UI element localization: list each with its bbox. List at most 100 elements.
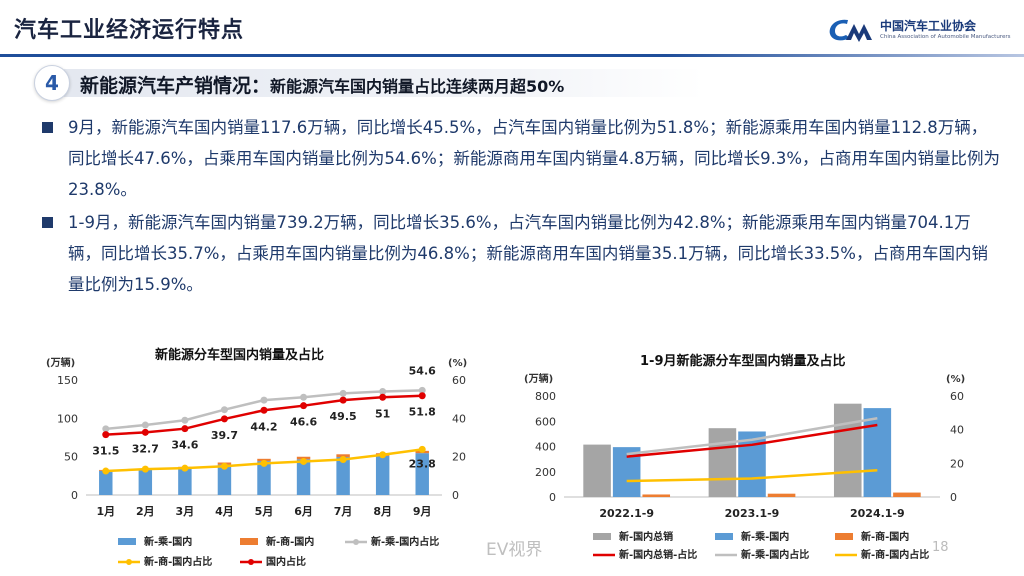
chart2-series-line [626, 423, 878, 458]
chart2-bar [767, 493, 796, 497]
chart1-bar [257, 461, 271, 495]
chart1-bar [336, 454, 350, 458]
chart2-bar [893, 492, 921, 497]
chart1-bar [99, 470, 113, 495]
chart1-x-tick-label: 8月 [373, 505, 392, 518]
chart1-line-point [379, 451, 387, 459]
chart1-line-point [102, 431, 110, 439]
chart2-title: 1-9月新能源分车型国内销量及占比 [640, 354, 846, 369]
chart2-series-line [626, 468, 878, 483]
chart1-legend-swatch [353, 539, 359, 545]
chart1-legend-swatch [118, 538, 136, 545]
chart1-line-point [260, 396, 268, 404]
chart1-y-tick-label: 100 [57, 412, 78, 425]
chart1-legend-label: 新-商-国内 [266, 535, 314, 548]
chart1-x-tick-label: 5月 [255, 505, 274, 518]
chart1-legend-label: 新-商-国内占比 [144, 555, 212, 568]
chart1-line-point [220, 415, 228, 423]
slide-header: 汽车工业经济运行特点 中国汽车工业协会 China Association of… [0, 0, 1024, 58]
chart1-data-label: 31.5 [92, 445, 119, 458]
chart1-line-point [181, 425, 189, 433]
chart2-y2-axis-unit: (%) [946, 374, 965, 385]
chart1-line-point [220, 406, 228, 414]
chart2-legend-label: 新-商-国内 [861, 530, 909, 543]
chart1-bar [296, 459, 311, 495]
chart2-y-tick-label: 800 [535, 390, 556, 403]
chart2-legend-label: 新-国内总销-占比 [619, 548, 697, 561]
chart2-legend-swatch [593, 533, 611, 540]
chart1-title: 新能源分车型国内销量及占比 [155, 348, 325, 363]
page-number: 18 [932, 540, 949, 555]
chart2-series-line [626, 416, 878, 456]
chart1-legend-label: 国内占比 [266, 555, 306, 568]
section-title: 新能源汽车产销情况：新能源汽车国内销量占比连续两月超50% [80, 71, 564, 98]
chart2-legend-label: 新-国内总销 [619, 530, 673, 543]
chart2-bar [642, 494, 671, 497]
chart1-line-point [300, 402, 308, 410]
chart1-line-point [181, 464, 189, 472]
chart1-x-tick-label: 7月 [334, 505, 353, 518]
chart1-line-point [181, 416, 189, 424]
chart2-y-axis-unit: (万辆) [524, 372, 553, 385]
chart2-bar [833, 403, 862, 497]
chart1-data-label: 34.6 [171, 439, 198, 452]
chart1-line-point [220, 462, 228, 470]
chart1-bar [375, 455, 390, 495]
slide-title: 汽车工业经济运行特点 [14, 18, 245, 43]
chart1-line-point [379, 388, 387, 395]
chart1-line-point [339, 396, 347, 404]
chart2-legend-label: 新-商-国内占比 [861, 548, 929, 561]
bullet-text: 1-9月，新能源汽车国内销量739.2万辆，同比增长35.6%，占汽车国内销量比… [68, 213, 988, 294]
chart1-line-point [300, 393, 308, 401]
chart1-data-label: 46.6 [290, 416, 317, 429]
bullet-square-icon [42, 217, 53, 228]
chart1-line-point [300, 457, 308, 465]
chart1-x-tick-label: 3月 [176, 505, 195, 518]
chart2-bar [863, 408, 892, 497]
caam-logo: 中国汽车工业协会 China Association of Automobile… [826, 14, 1010, 48]
chart1-x-tick-label: 9月 [413, 505, 432, 518]
chart1-legend-label: 新-乘-国内 [144, 535, 192, 548]
chart2-y-tick-label: 0 [549, 491, 556, 504]
chart2-legend-label: 新-乘-国内 [741, 530, 789, 543]
header-divider [0, 54, 1024, 57]
chart1-line-point [260, 459, 268, 467]
chart1-line-point [102, 425, 110, 433]
chart1-data-label: 23.8 [409, 457, 436, 470]
chart1-legend-swatch [126, 559, 132, 565]
chart1-x-tick-label: 6月 [294, 505, 313, 518]
chart2-y-tick-label: 200 [535, 466, 556, 479]
chart1-line-point [339, 389, 347, 397]
chart1-data-label: 32.7 [132, 442, 159, 455]
chart2-y2-tick-label: 60 [950, 390, 964, 403]
bullet-text: 9月，新能源汽车国内销量117.6万辆，同比增长45.5%，占汽车国内销量比例为… [68, 118, 1000, 199]
chart1-line-point [141, 465, 149, 473]
chart1-y2-axis-unit: (%) [448, 358, 467, 369]
chart2-y2-tick-label: 0 [950, 491, 957, 504]
chart1-line-point [418, 386, 426, 394]
chart1-y2-tick-label: 20 [452, 451, 466, 464]
caam-logo-icon [829, 19, 872, 42]
chart1-legend-label: 新-乘-国内占比 [371, 535, 439, 548]
chart2-bar [708, 428, 737, 497]
chart1-y-tick-label: 150 [57, 374, 78, 387]
section-title-main: 新能源汽车产销情况： [80, 75, 271, 97]
chart2-x-tick-label: 2024.1-9 [850, 507, 905, 520]
chart1-line-point [339, 456, 347, 464]
chart1-y2-tick-label: 40 [452, 412, 466, 425]
chart1-bar [415, 453, 429, 495]
chart1-line-point [102, 467, 110, 475]
section-number-badge: 4 [34, 65, 70, 101]
bullet-list: 9月，新能源汽车国内销量117.6万辆，同比增长45.5%，占汽车国内销量比例为… [40, 112, 1000, 300]
chart2-legend-swatch [715, 533, 733, 540]
chart2-legend-swatch [835, 533, 853, 540]
chart2-y2-tick-label: 40 [950, 424, 964, 437]
chart1-data-label: 39.7 [211, 429, 238, 442]
chart1-bar [138, 469, 153, 495]
chart2-y-tick-label: 600 [535, 415, 556, 428]
chart2-x-tick-label: 2023.1-9 [725, 507, 780, 520]
bullet-item: 1-9月，新能源汽车国内销量739.2万辆，同比增长35.6%，占汽车国内销量比… [40, 207, 1000, 300]
chart1-line-point [379, 393, 387, 401]
chart1-y2-tick-label: 60 [452, 374, 466, 387]
